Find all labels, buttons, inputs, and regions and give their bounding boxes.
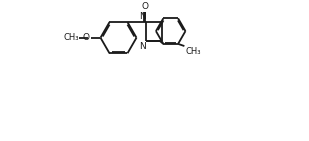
Text: N: N [139,42,146,51]
Text: O: O [141,2,148,11]
Text: CH₃: CH₃ [185,47,201,56]
Text: N: N [139,12,146,21]
Text: CH₃: CH₃ [64,33,79,42]
Text: O: O [83,33,90,42]
